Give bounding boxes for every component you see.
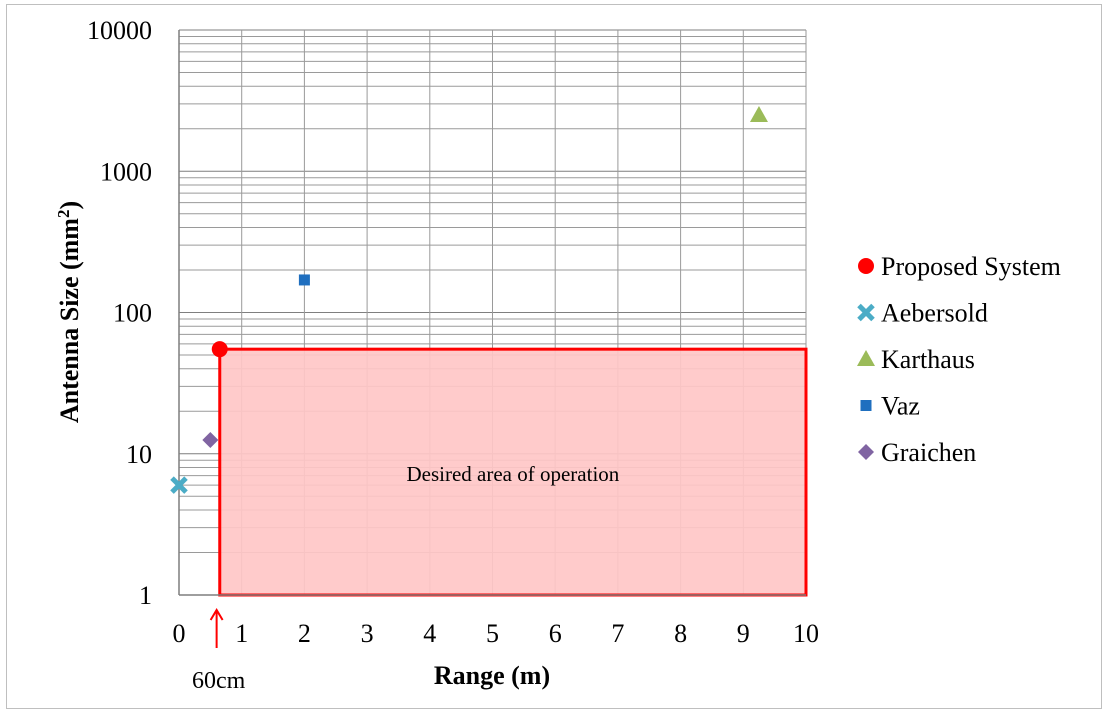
y-axis-title: Antenna Size (mm2) (54, 201, 84, 423)
x-tick-label: 2 (298, 619, 311, 648)
desired-area: Desired area of operation (218, 347, 808, 597)
y-tick-labels: 1 10 100 1000 10000 (87, 16, 152, 610)
legend-marker-proposed-system (858, 258, 874, 274)
annotation-group: 60cm (192, 608, 246, 694)
legend-marker-karthaus (857, 350, 875, 366)
legend: Proposed System Aebersold Karthaus Vaz Graic… (857, 252, 1061, 467)
x-tick-label: 9 (737, 619, 750, 648)
axes (178, 30, 806, 596)
point-aebersold (170, 476, 188, 494)
x-tick-label: 7 (611, 619, 624, 648)
legend-marker-aebersold (857, 303, 875, 322)
x-tick-label: 8 (674, 619, 687, 648)
legend-label-graichen: Graichen (881, 438, 976, 467)
legend-label-vaz: Vaz (881, 392, 920, 421)
data-points (170, 106, 768, 494)
annotation-label: 60cm (192, 668, 246, 694)
x-tick-label: 0 (173, 619, 186, 648)
point-graichen (202, 432, 219, 449)
point-proposed-system (211, 341, 228, 358)
x-tick-label: 4 (423, 619, 436, 648)
legend-marker-graichen (858, 444, 874, 460)
y-axis-title-main: Antenna Size (mm (55, 218, 84, 423)
legend-label-karthaus: Karthaus (881, 345, 975, 374)
point-karthaus (749, 106, 768, 123)
x-tick-labels: 0 1 2 3 4 5 6 7 8 9 10 (173, 619, 820, 648)
y-axis-title-sup: 2 (54, 210, 73, 219)
x-tick-label: 1 (235, 619, 248, 648)
x-axis-title: Range (m) (434, 661, 550, 690)
desired-area-rect (218, 347, 808, 597)
legend-label-aebersold: Aebersold (881, 299, 988, 328)
y-tick-label: 10000 (87, 16, 152, 45)
x-tick-label: 5 (486, 619, 499, 648)
y-tick-label: 100 (113, 299, 152, 328)
y-tick-label: 1 (139, 581, 152, 610)
legend-marker-vaz (860, 400, 872, 411)
y-axis-title-end: ) (55, 201, 84, 210)
x-tick-label: 10 (793, 619, 819, 648)
y-tick-label: 1000 (100, 157, 152, 186)
x-tick-label: 6 (549, 619, 562, 648)
y-tick-label: 10 (126, 440, 152, 469)
annotation-arrowhead (209, 608, 224, 621)
desired-area-label: Desired area of operation (406, 462, 619, 486)
point-vaz (298, 274, 310, 286)
x-tick-label: 3 (361, 619, 374, 648)
legend-label-proposed-system: Proposed System (881, 252, 1061, 281)
